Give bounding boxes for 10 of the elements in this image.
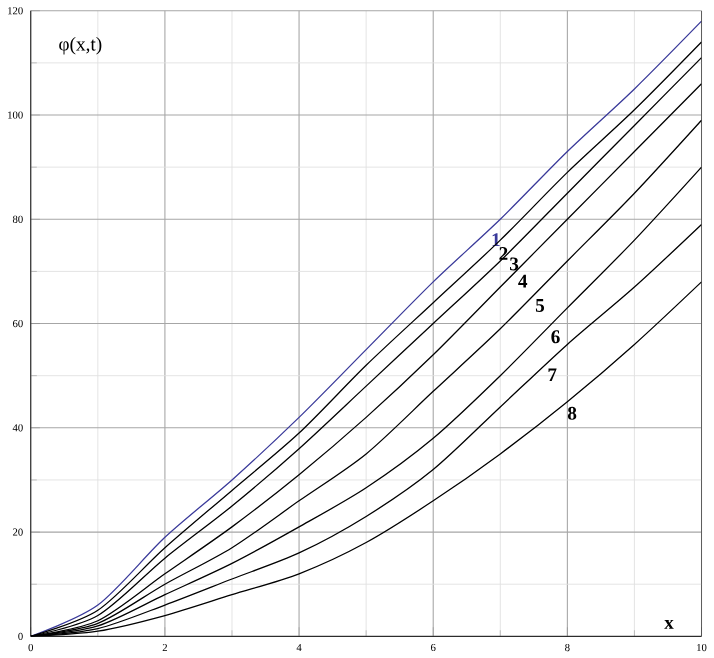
series-label: 4 [518, 274, 528, 288]
series-label: 3 [510, 257, 519, 271]
series-label: 5 [535, 299, 545, 312]
y-axis-title: φ(x,t) [59, 36, 102, 55]
series-label: 2 [499, 246, 508, 260]
x-axis-title: x [664, 619, 674, 629]
series-label: 6 [551, 330, 560, 344]
series-label: 1 [492, 233, 500, 246]
series-label: 8 [567, 406, 577, 420]
series-label: 7 [548, 368, 557, 381]
